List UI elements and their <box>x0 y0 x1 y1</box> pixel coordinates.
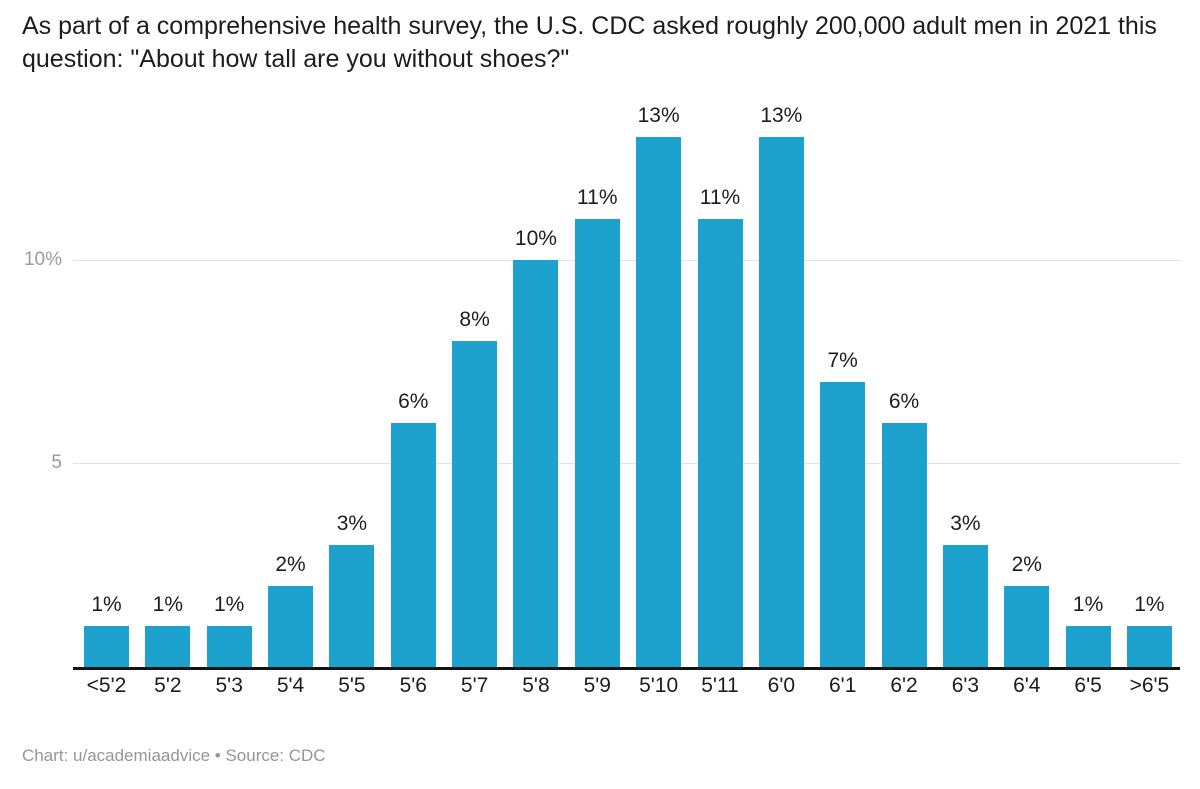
chart-credit: Chart: u/academiaadvice • Source: CDC <box>22 746 326 765</box>
bar-5'5 <box>329 544 375 667</box>
y-tick-label: 10% <box>23 248 62 270</box>
bar-5'11 <box>697 218 743 667</box>
x-tick-label: 5'2 <box>154 674 182 697</box>
value-label: 3% <box>950 511 981 535</box>
gridline-10 <box>73 259 1180 261</box>
bar-5'2 <box>145 626 191 667</box>
x-tick-label: >6'5 <box>1129 674 1170 697</box>
x-tick-label: 5'5 <box>338 674 366 697</box>
bar-6'0 <box>758 137 804 667</box>
x-tick-label: 6'0 <box>767 674 796 697</box>
x-tick-label: 5'11 <box>701 674 739 697</box>
value-label: 2% <box>275 552 306 576</box>
value-label: 1% <box>91 593 122 617</box>
value-label: 2% <box>1011 552 1042 576</box>
x-axis-line <box>73 667 1180 670</box>
value-label: 3% <box>336 511 368 535</box>
value-label: 7% <box>827 348 858 372</box>
bar-6'2 <box>881 422 927 667</box>
bar->6'5 <box>1126 626 1172 667</box>
value-label: 1% <box>1134 593 1165 617</box>
x-tick-label: 5'4 <box>276 674 305 697</box>
value-label: 10% <box>514 226 557 250</box>
value-label: 13% <box>760 104 803 128</box>
value-label: 1% <box>152 593 184 617</box>
x-tick-label: <5'2 <box>86 674 127 697</box>
x-tick-label: 5'6 <box>399 674 427 697</box>
bar-5'7 <box>452 341 498 667</box>
x-tick-label: 6'2 <box>890 674 918 697</box>
value-label: 1% <box>1072 593 1104 617</box>
bar-5'6 <box>390 422 436 667</box>
bar-6'3 <box>942 544 988 667</box>
value-label: 6% <box>398 389 429 413</box>
bar-6'5 <box>1065 626 1111 667</box>
bar-<5'2 <box>84 626 129 667</box>
bar-6'1 <box>820 381 866 667</box>
x-tick-label: 5'3 <box>215 674 243 697</box>
value-label: 6% <box>888 389 920 413</box>
y-tick-label: 5 <box>51 452 62 474</box>
x-tick-label: 5'8 <box>522 674 550 697</box>
bar-5'8 <box>513 259 559 667</box>
x-tick-label: 5'9 <box>583 674 611 697</box>
x-tick-label: 6'3 <box>951 674 980 697</box>
x-tick-label: 6'4 <box>1013 674 1041 697</box>
x-tick-label: 6'5 <box>1074 674 1102 697</box>
value-label: 8% <box>459 308 490 331</box>
x-tick-label: 5'7 <box>460 674 489 697</box>
x-tick-label: 5'10 <box>639 674 679 697</box>
x-tick-label: 6'1 <box>829 674 857 697</box>
chart-title: As part of a comprehensive health survey… <box>22 12 1157 73</box>
bar-5'10 <box>636 137 682 667</box>
bar-5'4 <box>268 585 314 667</box>
value-label: 13% <box>637 104 680 128</box>
value-label: 11% <box>577 185 618 209</box>
bar-6'4 <box>1004 585 1050 667</box>
value-label: 11% <box>699 185 741 209</box>
value-label: 1% <box>214 593 245 617</box>
gridline-5 <box>73 463 1180 465</box>
bar-5'3 <box>206 626 252 667</box>
bar-5'9 <box>574 218 620 667</box>
